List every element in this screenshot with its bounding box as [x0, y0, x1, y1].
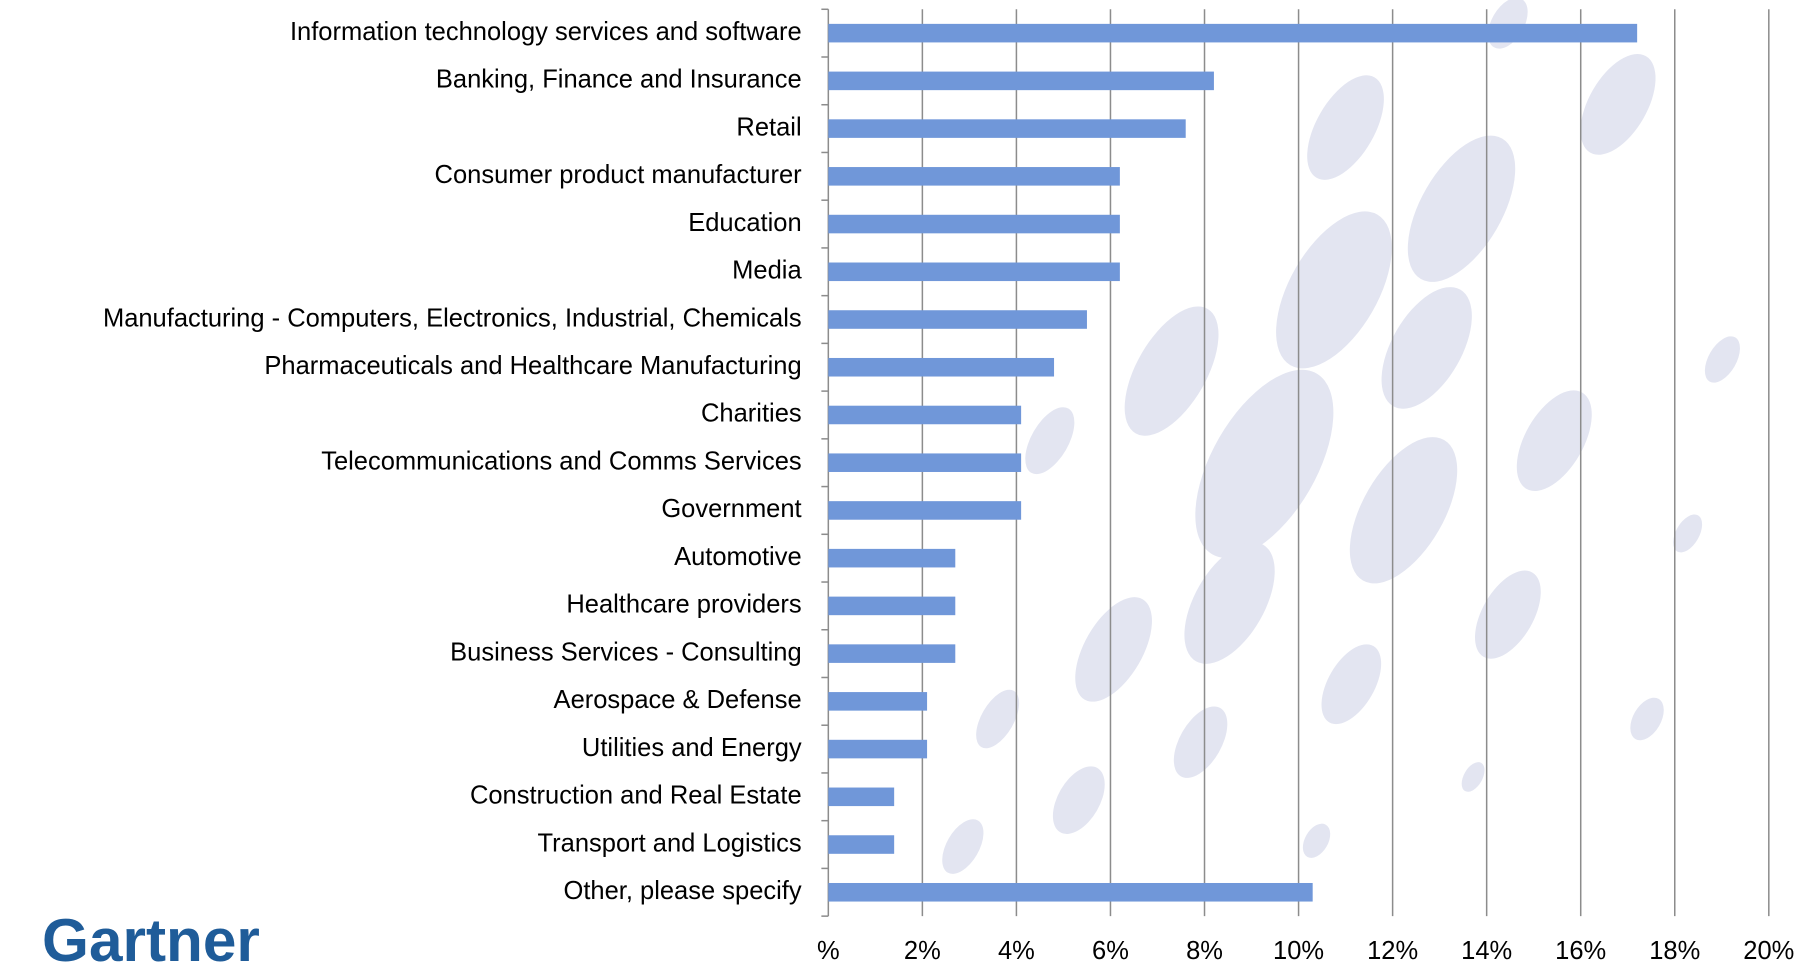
y-tick-label: Aerospace & Defense [554, 686, 802, 714]
x-tick-label: 10% [1273, 937, 1324, 965]
y-tick-label: Construction and Real Estate [470, 782, 802, 810]
y-tick-label: Education [688, 209, 801, 237]
y-tick-label: Automotive [674, 543, 802, 571]
bar [828, 214, 1120, 234]
x-tick-label: 6% [1092, 937, 1129, 965]
x-tick-label: 16% [1555, 937, 1606, 965]
bar [828, 692, 928, 711]
y-tick-label: Government [661, 495, 801, 523]
x-tick-label: 18% [1649, 937, 1700, 965]
x-tick-label: 2% [904, 937, 941, 965]
y-tick-label: Banking, Finance and Insurance [436, 66, 802, 94]
y-tick-label: Business Services - Consulting [450, 638, 801, 666]
x-tick-label: % [817, 937, 840, 965]
bar [828, 262, 1120, 282]
background-pattern [942, 0, 1740, 874]
bar [828, 501, 1022, 520]
bar [828, 167, 1120, 186]
bar [828, 739, 928, 759]
bar [828, 405, 1022, 425]
bar [828, 548, 956, 568]
bar [828, 310, 1087, 329]
bar [828, 882, 1313, 902]
x-tick-label: 20% [1743, 937, 1794, 965]
logo: Gartner [42, 906, 260, 966]
y-tick-label: Other, please specify [564, 877, 802, 905]
bar [828, 23, 1638, 43]
bar [828, 357, 1055, 377]
y-tick-label: Healthcare providers [566, 591, 801, 619]
y-tick-label: Consumer product manufacturer [435, 161, 803, 189]
y-tick-label: Media [732, 257, 802, 285]
y-tick-label: Telecommunications and Comms Services [321, 447, 801, 475]
bar [828, 453, 1022, 472]
y-tick-label: Retail [736, 113, 801, 141]
y-tick-label: Pharmaceuticals and Healthcare Manufactu… [264, 352, 801, 380]
y-tick-label: Manufacturing - Computers, Electronics, … [103, 304, 802, 332]
bar [828, 119, 1186, 138]
x-tick-label: 14% [1461, 937, 1512, 965]
bar [828, 596, 956, 616]
x-tick-label: 4% [998, 937, 1035, 965]
bar [828, 71, 1214, 91]
x-tick-label: 12% [1367, 937, 1418, 965]
x-tick-label: 8% [1186, 937, 1223, 965]
y-tick-label: Charities [701, 400, 802, 428]
bar [828, 787, 895, 807]
y-tick-label: Information technology services and soft… [290, 18, 802, 46]
bar [828, 644, 956, 663]
y-tick-label: Utilities and Energy [582, 734, 802, 762]
y-tick-label: Transport and Logistics [538, 829, 802, 857]
bar [828, 835, 895, 854]
